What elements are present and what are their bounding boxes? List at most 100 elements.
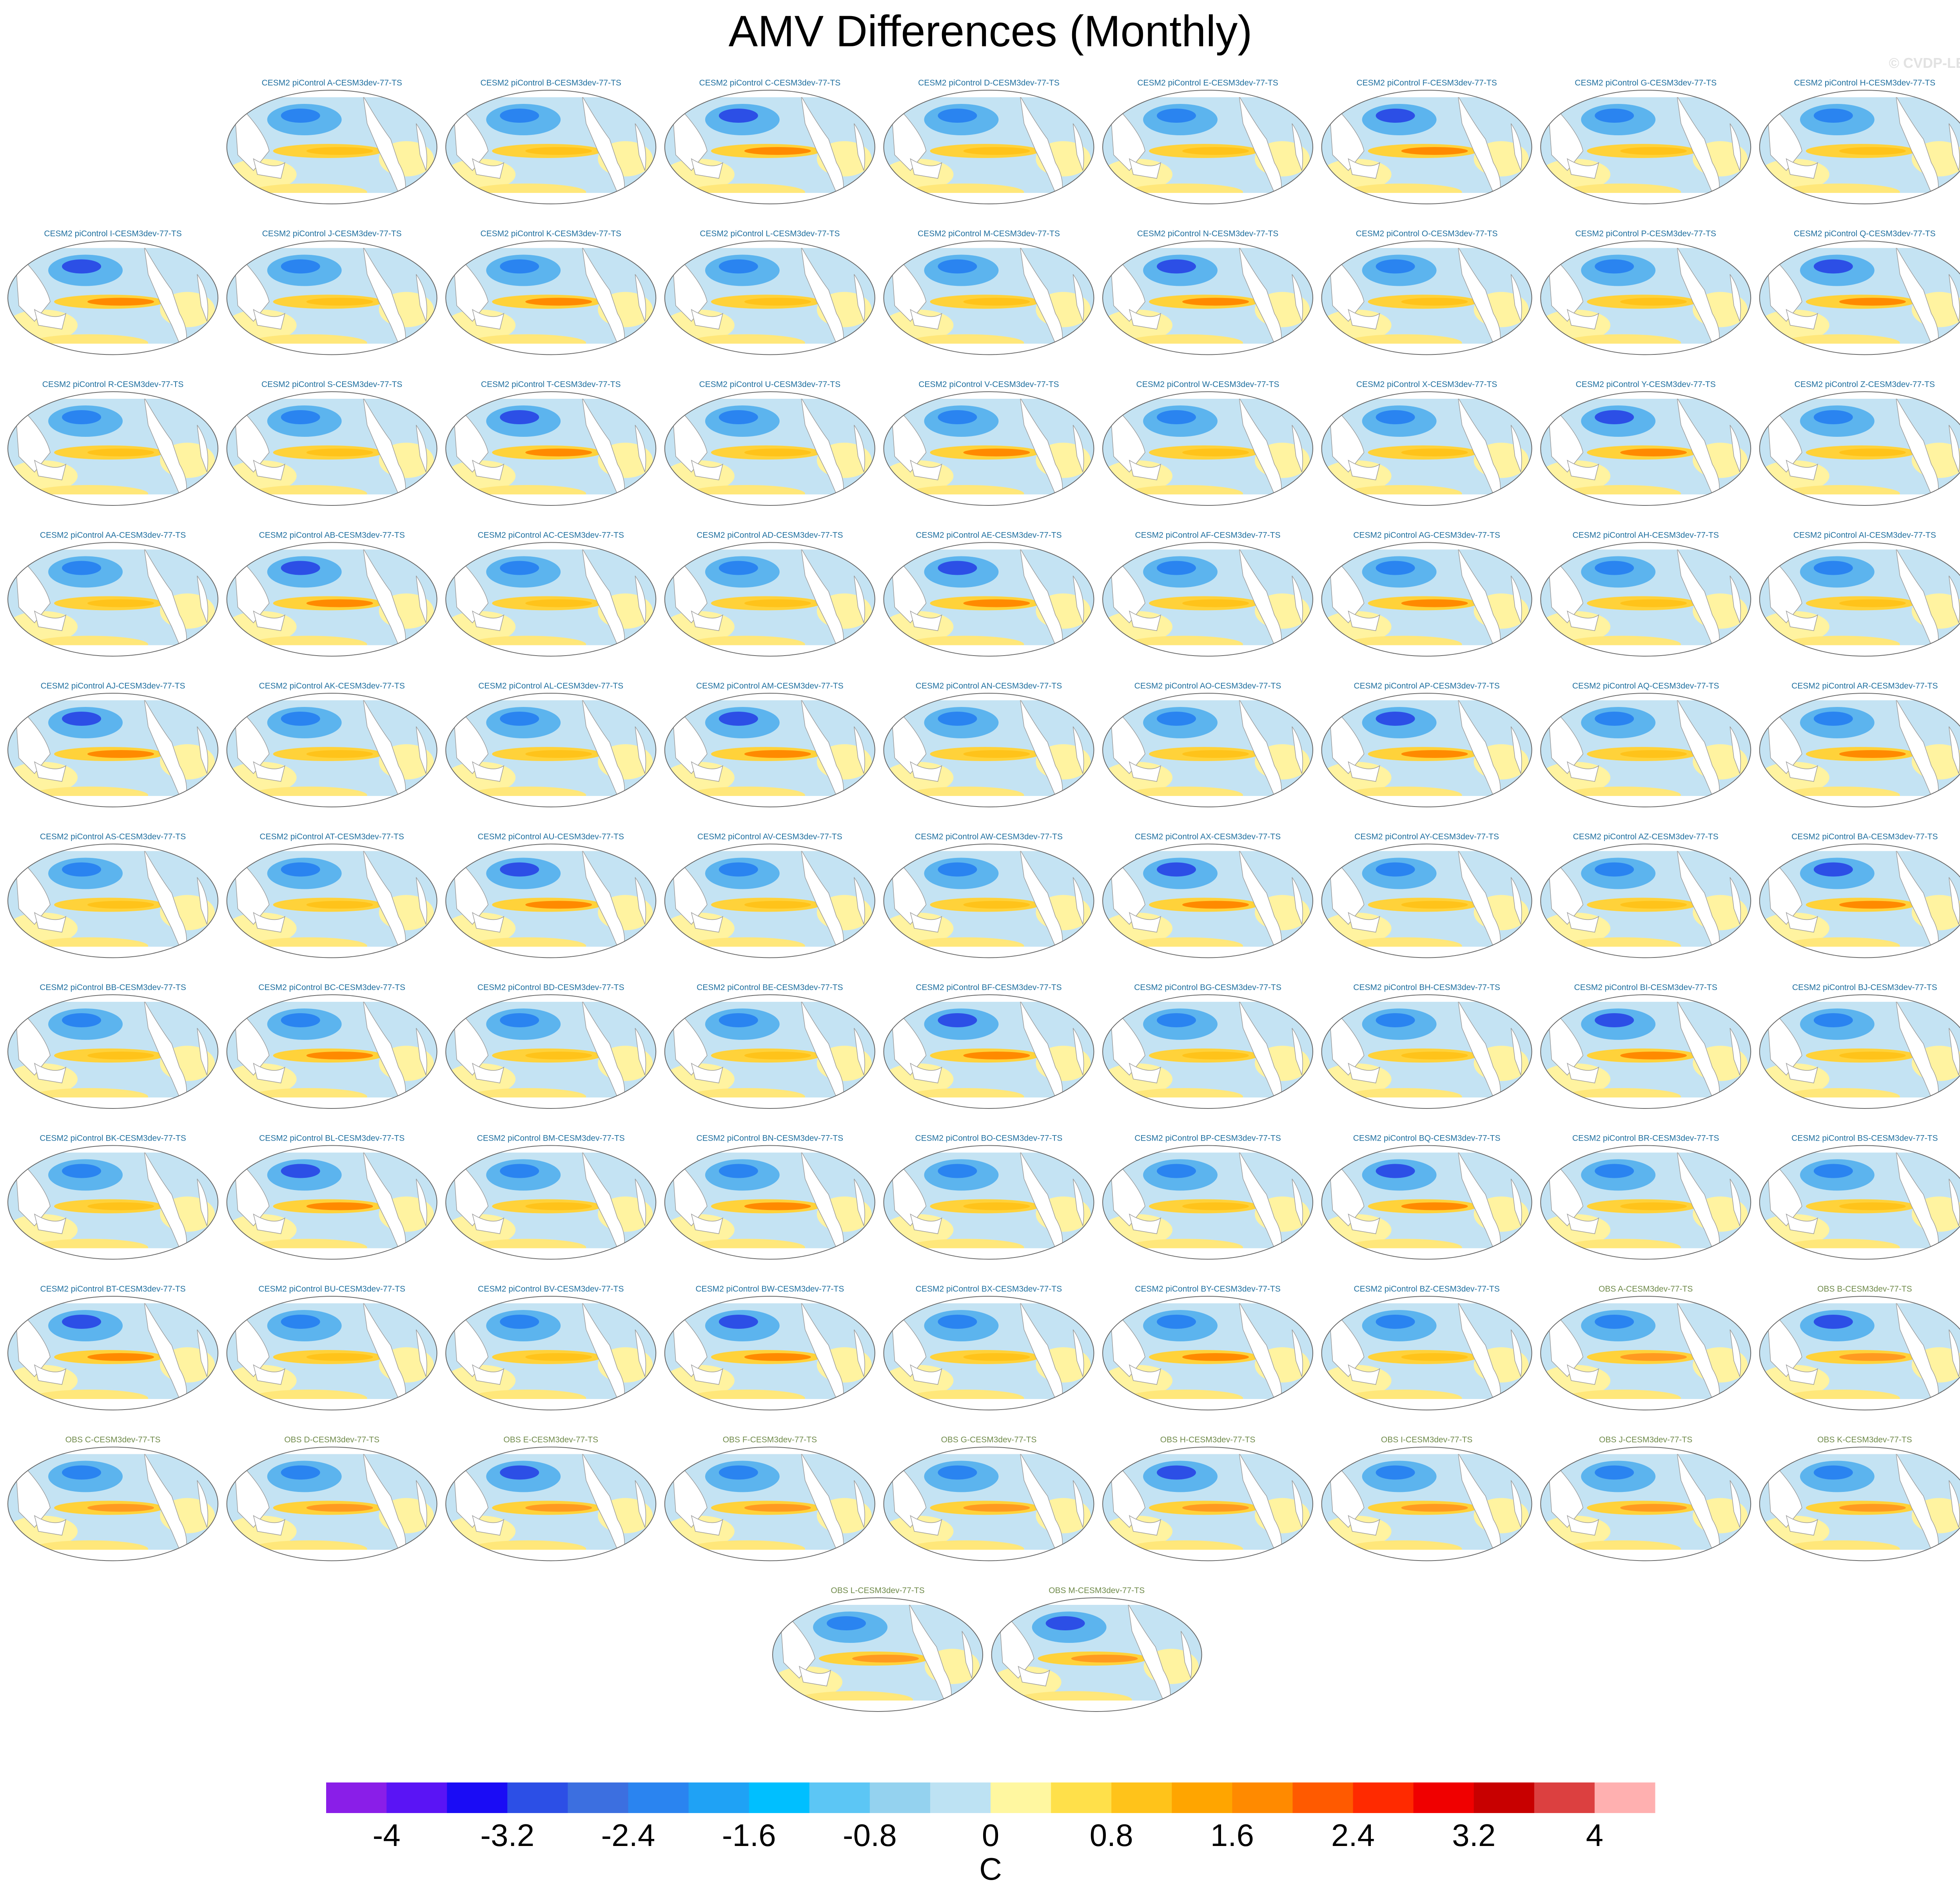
map-panel: CESM2 piControl S-CESM3dev-77-TS bbox=[226, 380, 437, 506]
colorbar-tick-label: 0 bbox=[982, 1818, 1000, 1853]
map-panel: CESM2 piControl M-CESM3dev-77-TS bbox=[883, 229, 1094, 355]
anomaly-patch bbox=[1839, 1052, 1906, 1059]
map-panel: OBS M-CESM3dev-77-TS bbox=[991, 1586, 1202, 1712]
anomaly-patch bbox=[500, 862, 539, 877]
anomaly-patch bbox=[500, 410, 539, 424]
map-outline bbox=[1321, 693, 1532, 807]
map-outline bbox=[7, 843, 218, 958]
antarctica bbox=[227, 1550, 437, 1561]
panel-label: CESM2 piControl B-CESM3dev-77-TS bbox=[480, 78, 621, 87]
continent bbox=[1073, 1480, 1084, 1528]
map-outline bbox=[1321, 994, 1532, 1109]
continent bbox=[1730, 1179, 1741, 1226]
anomaly-patch bbox=[87, 901, 154, 909]
map-panel: OBS E-CESM3dev-77-TS bbox=[445, 1435, 657, 1561]
continent bbox=[1348, 309, 1380, 330]
anomaly-patch bbox=[306, 1052, 373, 1059]
anomaly-patch bbox=[1182, 1052, 1249, 1059]
map-panel: CESM2 piControl BT-CESM3dev-77-TS bbox=[7, 1285, 218, 1410]
map-panel: CESM2 piControl AJ-CESM3dev-77-TS bbox=[7, 681, 218, 807]
map-panel: CESM2 piControl BI-CESM3dev-77-TS bbox=[1540, 983, 1751, 1109]
antarctica bbox=[8, 494, 218, 505]
anomaly-patch bbox=[281, 561, 320, 575]
arctic bbox=[8, 542, 218, 550]
map-outline bbox=[7, 391, 218, 506]
continent bbox=[1292, 123, 1303, 171]
panel-label: CESM2 piControl BG-CESM3dev-77-TS bbox=[1134, 983, 1281, 992]
map-panel: CESM2 piControl BX-CESM3dev-77-TS bbox=[883, 1285, 1094, 1410]
map-outline bbox=[883, 240, 1094, 355]
arctic bbox=[664, 241, 875, 248]
continent bbox=[1567, 1063, 1599, 1083]
anomaly-patch bbox=[938, 1164, 977, 1178]
map-outline bbox=[883, 693, 1094, 807]
antarctica bbox=[1541, 343, 1751, 355]
map-outline bbox=[883, 1446, 1094, 1561]
anomaly-patch bbox=[1182, 449, 1249, 456]
continent bbox=[1292, 576, 1303, 623]
arctic bbox=[1541, 1145, 1751, 1153]
anomaly-patch bbox=[500, 259, 539, 274]
arctic bbox=[1541, 995, 1751, 1002]
anomaly-patch bbox=[1376, 1465, 1415, 1480]
map-panel: CESM2 piControl E-CESM3dev-77-TS bbox=[1102, 78, 1313, 204]
arctic bbox=[664, 1145, 875, 1153]
continent bbox=[854, 877, 865, 925]
antarctica bbox=[1103, 494, 1313, 505]
panel-label: CESM2 piControl S-CESM3dev-77-TS bbox=[261, 380, 402, 389]
anomaly-patch bbox=[306, 1504, 373, 1512]
antarctica bbox=[8, 1399, 218, 1410]
continent bbox=[691, 460, 723, 480]
map-outline bbox=[1102, 391, 1313, 506]
arctic bbox=[1759, 392, 1960, 399]
map-outline bbox=[1321, 1446, 1532, 1561]
arctic bbox=[227, 392, 437, 399]
map-outline bbox=[7, 1145, 218, 1260]
continent bbox=[1567, 1213, 1599, 1234]
arctic bbox=[8, 1145, 218, 1153]
antarctica bbox=[227, 1097, 437, 1108]
panel-label: CESM2 piControl AF-CESM3dev-77-TS bbox=[1135, 531, 1280, 540]
anomaly-patch bbox=[1376, 1013, 1415, 1027]
map-panel: CESM2 piControl BK-CESM3dev-77-TS bbox=[7, 1134, 218, 1260]
anomaly-patch bbox=[744, 599, 811, 607]
arctic bbox=[446, 995, 656, 1002]
arctic bbox=[227, 542, 437, 550]
continent bbox=[1567, 1364, 1599, 1385]
continent bbox=[416, 1480, 427, 1528]
anomaly-patch bbox=[1813, 712, 1853, 726]
anomaly-patch bbox=[1839, 1504, 1906, 1512]
map-panel: CESM2 piControl G-CESM3dev-77-TS bbox=[1540, 78, 1751, 204]
arctic bbox=[664, 995, 875, 1002]
continent bbox=[1730, 576, 1741, 623]
anomaly-patch bbox=[1620, 298, 1687, 306]
panel-label: CESM2 piControl AQ-CESM3dev-77-TS bbox=[1572, 681, 1719, 690]
continent bbox=[1180, 1631, 1192, 1679]
map-outline bbox=[664, 693, 875, 807]
map-panel: CESM2 piControl Z-CESM3dev-77-TS bbox=[1759, 380, 1960, 506]
arctic bbox=[1103, 90, 1313, 97]
anomaly-patch bbox=[963, 1353, 1030, 1361]
anomaly-patch bbox=[500, 712, 539, 726]
arctic bbox=[664, 542, 875, 550]
anomaly-patch bbox=[719, 862, 758, 877]
antarctica bbox=[1541, 193, 1751, 204]
continent bbox=[1073, 274, 1084, 322]
anomaly-patch bbox=[1839, 147, 1906, 155]
continent bbox=[472, 1364, 505, 1385]
anomaly-patch bbox=[1620, 449, 1687, 456]
map-outline bbox=[226, 843, 437, 958]
map-panel: CESM2 piControl BU-CESM3dev-77-TS bbox=[226, 1285, 437, 1410]
arctic bbox=[1759, 995, 1960, 1002]
continent bbox=[1129, 912, 1161, 933]
anomaly-patch bbox=[1376, 862, 1415, 877]
continent bbox=[1510, 1480, 1522, 1528]
continent bbox=[1073, 1028, 1084, 1076]
anomaly-patch bbox=[87, 1504, 154, 1512]
anomaly-patch bbox=[1182, 1504, 1249, 1512]
anomaly-patch bbox=[1839, 1353, 1906, 1361]
anomaly-patch bbox=[1595, 1164, 1634, 1178]
antarctica bbox=[884, 1399, 1094, 1410]
arctic bbox=[446, 1447, 656, 1454]
continent bbox=[197, 1480, 208, 1528]
